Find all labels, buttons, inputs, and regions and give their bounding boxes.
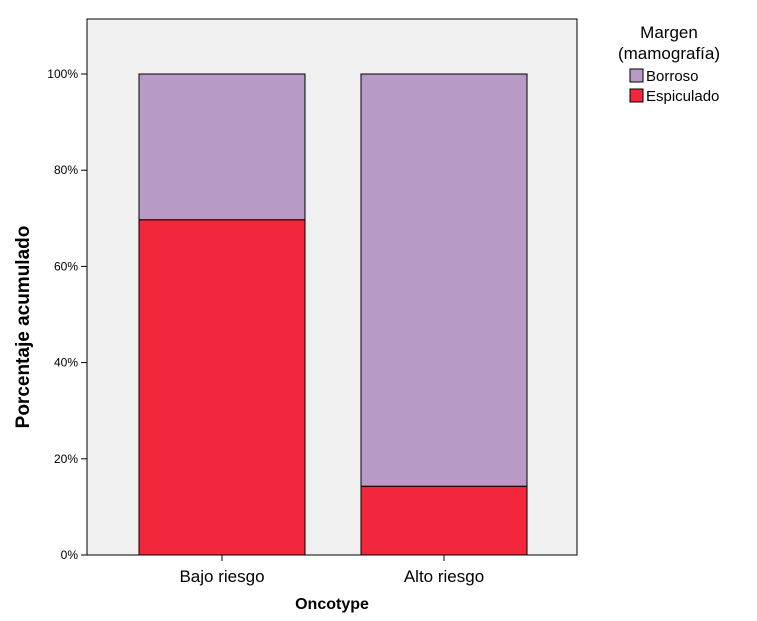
- y-tick-label: 40%: [54, 356, 78, 370]
- y-tick-label: 80%: [54, 163, 78, 177]
- legend: Margen (mamografía) Borroso Espiculado: [618, 23, 720, 105]
- legend-swatch-espiculado: [629, 88, 644, 103]
- y-tick-label: 0%: [61, 548, 79, 562]
- legend-title-line-1: Margen: [640, 23, 698, 42]
- bars-layer: [138, 73, 528, 556]
- bar-espiculado-alto-riesgo: [360, 485, 528, 556]
- legend-title-line-2: (mamografía): [618, 44, 720, 63]
- y-axis: 0% 20% 40% 60% 80% 100%: [47, 67, 87, 562]
- legend-swatch-borroso: [629, 68, 644, 83]
- bar-espiculado-bajo-riesgo: [138, 219, 306, 556]
- legend-label-espiculado: Espiculado: [646, 88, 719, 105]
- legend-label-borroso: Borroso: [646, 68, 699, 85]
- x-axis-label: Oncotype: [295, 596, 369, 613]
- y-tick-label: 20%: [54, 452, 78, 466]
- x-tick-label: Bajo riesgo: [179, 567, 264, 586]
- x-axis: Bajo riesgo Alto riesgo: [179, 555, 484, 586]
- bar-borroso-alto-riesgo: [360, 73, 528, 487]
- bar-borroso-bajo-riesgo: [138, 73, 306, 221]
- x-tick-label: Alto riesgo: [404, 567, 484, 586]
- y-tick-label: 100%: [47, 67, 78, 81]
- y-tick-label: 60%: [54, 259, 78, 273]
- y-axis-label: Porcentaje acumulado: [13, 226, 34, 429]
